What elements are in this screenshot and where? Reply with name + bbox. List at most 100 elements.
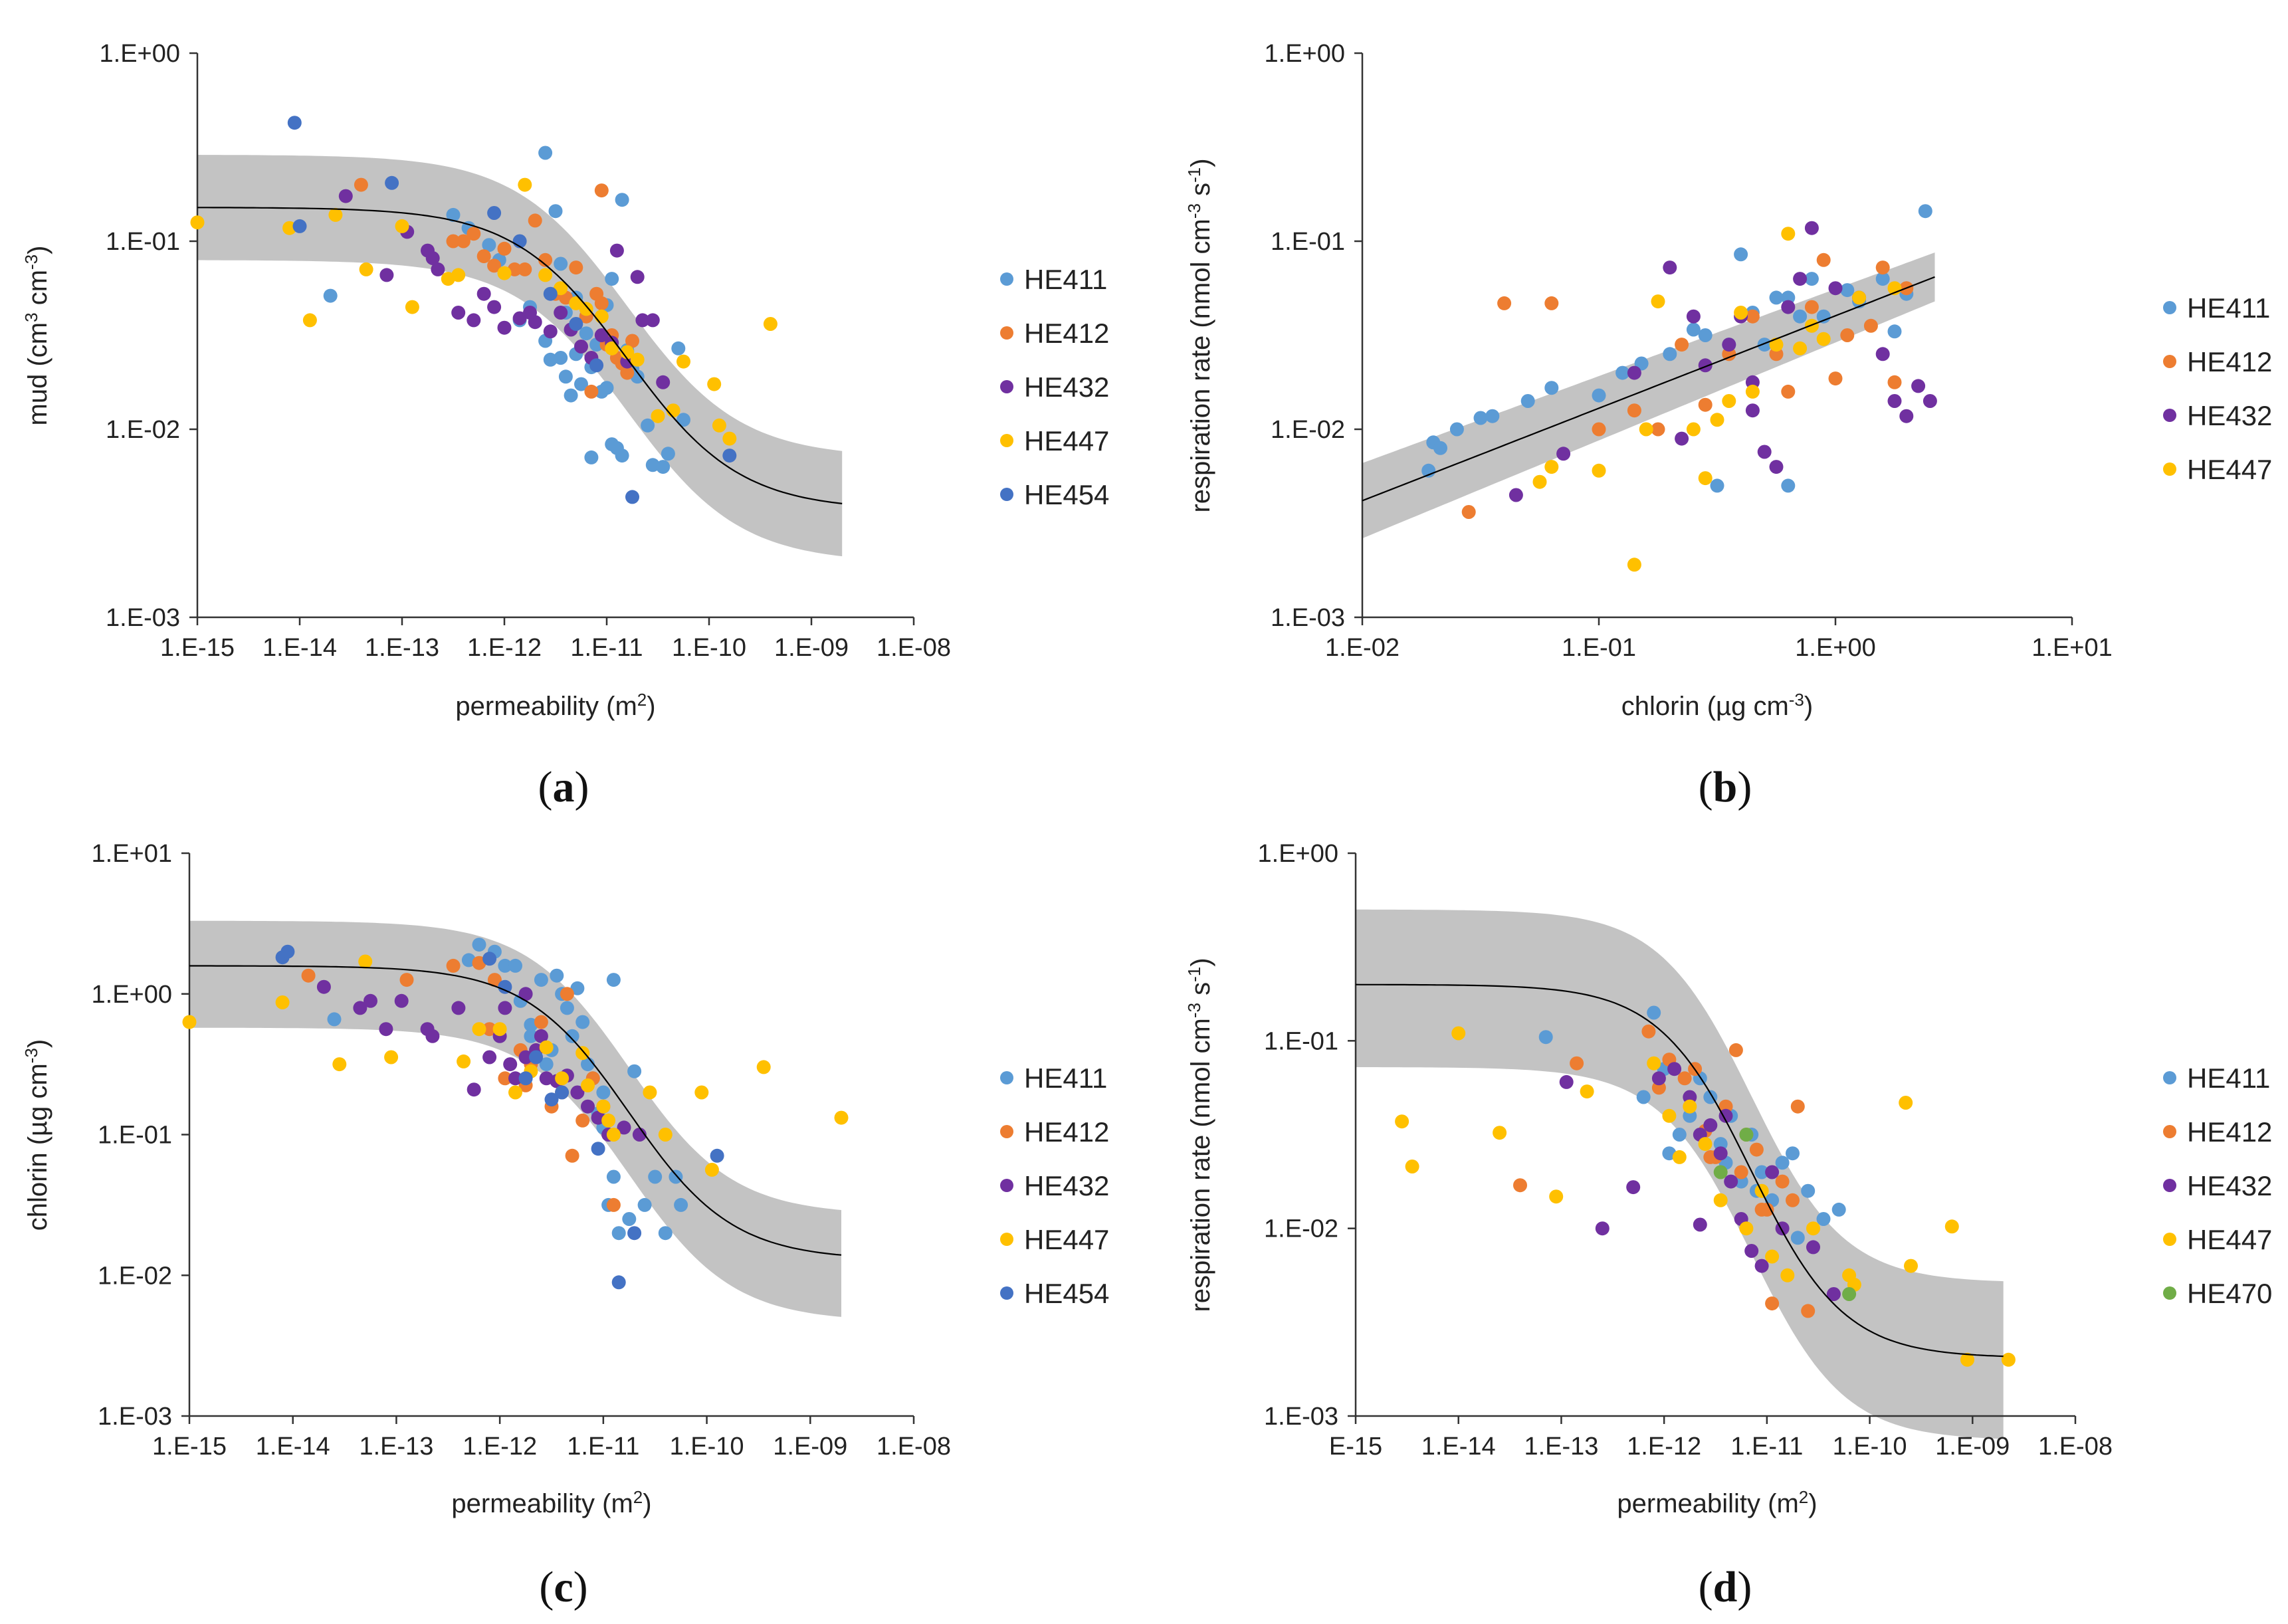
data-point-he447 — [492, 1022, 507, 1037]
data-point-he432 — [570, 1085, 585, 1100]
data-point-he432 — [1651, 1071, 1666, 1086]
data-point-he412 — [584, 384, 599, 399]
y-axis-title: chlorin (µg cm-3) — [21, 1039, 52, 1231]
data-point-he447 — [539, 1040, 554, 1055]
x-tick-label: 1.E-15 — [160, 634, 235, 662]
data-point-he411 — [1781, 478, 1796, 493]
panel-label: (c) — [539, 1563, 587, 1611]
data-point-he412 — [354, 177, 368, 192]
x-tick-label: 1.E-01 — [1562, 634, 1636, 662]
data-point-he432 — [1804, 221, 1819, 235]
data-point-he412 — [1570, 1056, 1584, 1070]
y-tick-label: 1.E-01 — [98, 1122, 172, 1150]
data-point-he411 — [584, 450, 599, 464]
data-point-he432 — [1713, 1146, 1728, 1161]
data-point-he447 — [1532, 474, 1547, 489]
data-point-he411 — [674, 1197, 688, 1212]
data-point-he447 — [756, 1060, 771, 1074]
data-point-he411 — [1816, 309, 1831, 324]
data-point-he432 — [394, 993, 409, 1008]
x-tick-label: 1.E+00 — [1795, 634, 1876, 662]
data-point-he411 — [641, 418, 655, 433]
data-point-he412 — [534, 1015, 548, 1029]
data-point-he432 — [1765, 1165, 1780, 1179]
data-point-he412 — [1461, 505, 1476, 519]
data-point-he411 — [1918, 204, 1932, 219]
x-axis-title: permeability (m2) — [1617, 1487, 1817, 1518]
data-point-he411 — [1775, 1156, 1790, 1170]
data-point-he412 — [497, 241, 512, 256]
data-point-he432 — [1754, 1259, 1769, 1273]
data-point-he411 — [1801, 1183, 1816, 1198]
data-point-he447 — [1647, 1056, 1661, 1070]
data-point-he411 — [524, 1029, 538, 1043]
data-point-he412 — [1786, 1193, 1800, 1207]
data-point-he447 — [666, 403, 680, 418]
data-point-he447 — [1960, 1352, 1974, 1367]
data-point-he432 — [594, 328, 609, 342]
data-point-he411 — [606, 1169, 621, 1184]
data-point-he412 — [1592, 422, 1606, 437]
data-point-he411 — [1875, 272, 1890, 286]
panel-d-fit — [1355, 983, 2004, 1358]
x-tick-label: 1.E-10 — [670, 1433, 744, 1461]
data-point-he432 — [1875, 347, 1890, 361]
legend-marker-he447 — [1000, 1233, 1013, 1246]
data-point-he447 — [694, 1085, 709, 1100]
legend-marker-he432 — [1000, 380, 1013, 393]
data-point-he454 — [611, 1275, 626, 1290]
data-point-he470 — [1713, 1165, 1728, 1179]
legend-label-he447: HE447 — [2187, 1224, 2272, 1255]
data-point-he411 — [543, 352, 558, 367]
data-point-he411 — [1686, 322, 1701, 337]
data-point-he412 — [1497, 296, 1512, 310]
data-point-he432 — [1675, 431, 1689, 446]
data-point-he447 — [1686, 422, 1701, 437]
data-point-he411 — [615, 449, 629, 463]
legend-label-he470: HE470 — [2187, 1278, 2272, 1309]
data-point-he447 — [1493, 1126, 1507, 1140]
data-point-he447 — [518, 177, 532, 192]
data-point-he454 — [589, 358, 604, 373]
data-point-he432 — [497, 320, 512, 335]
data-point-he454 — [544, 1092, 559, 1107]
data-point-he454 — [287, 116, 302, 130]
data-point-he447 — [834, 1110, 849, 1125]
data-point-he432 — [574, 340, 588, 354]
data-point-he432 — [1559, 1074, 1574, 1089]
data-point-he412 — [446, 958, 461, 973]
legend-label-he412: HE412 — [1024, 1116, 1109, 1148]
data-point-he447 — [508, 1085, 522, 1100]
data-point-he412 — [1804, 300, 1819, 314]
data-point-he411 — [1433, 441, 1447, 455]
data-point-he432 — [1745, 403, 1760, 418]
data-point-he447 — [1816, 332, 1831, 346]
panel-d-axes: E-15 1.E-14 1.E-13 1.E-12 1.E-11 1.E-10 1.E-09… — [1258, 840, 2113, 1461]
data-point-he412 — [487, 973, 502, 987]
data-point-he411 — [1449, 422, 1464, 437]
data-point-he454 — [722, 449, 737, 463]
data-point-he447 — [1852, 290, 1867, 305]
panel-a-fit — [197, 207, 843, 504]
data-point-he432 — [1703, 1118, 1718, 1132]
data-point-he432 — [1806, 1240, 1820, 1255]
data-point-he432 — [425, 251, 440, 265]
panel-b-legend: HE411 HE412 HE432 HE447 — [2163, 292, 2272, 485]
data-point-he432 — [1686, 309, 1701, 324]
x-tick-label: 1.E-13 — [359, 1433, 433, 1461]
data-point-he412 — [1677, 1071, 1692, 1086]
data-point-he432 — [518, 1050, 533, 1065]
data-point-he412 — [606, 1197, 621, 1212]
legend-label-he432: HE432 — [1024, 371, 1109, 403]
panel-label: (b) — [1699, 763, 1752, 811]
legend-marker-he411 — [1000, 1071, 1013, 1084]
data-point-he412 — [1863, 318, 1878, 333]
y-tick-label: 1.E+00 — [1265, 40, 1346, 68]
data-point-he411 — [548, 204, 563, 219]
data-point-he412 — [1781, 384, 1796, 399]
data-point-he412 — [1760, 1202, 1774, 1217]
legend-label-he432: HE432 — [2187, 400, 2272, 431]
x-tick-label: 1.E-02 — [1325, 634, 1400, 662]
data-point-he447 — [1804, 318, 1819, 333]
data-point-he432 — [1781, 300, 1796, 314]
